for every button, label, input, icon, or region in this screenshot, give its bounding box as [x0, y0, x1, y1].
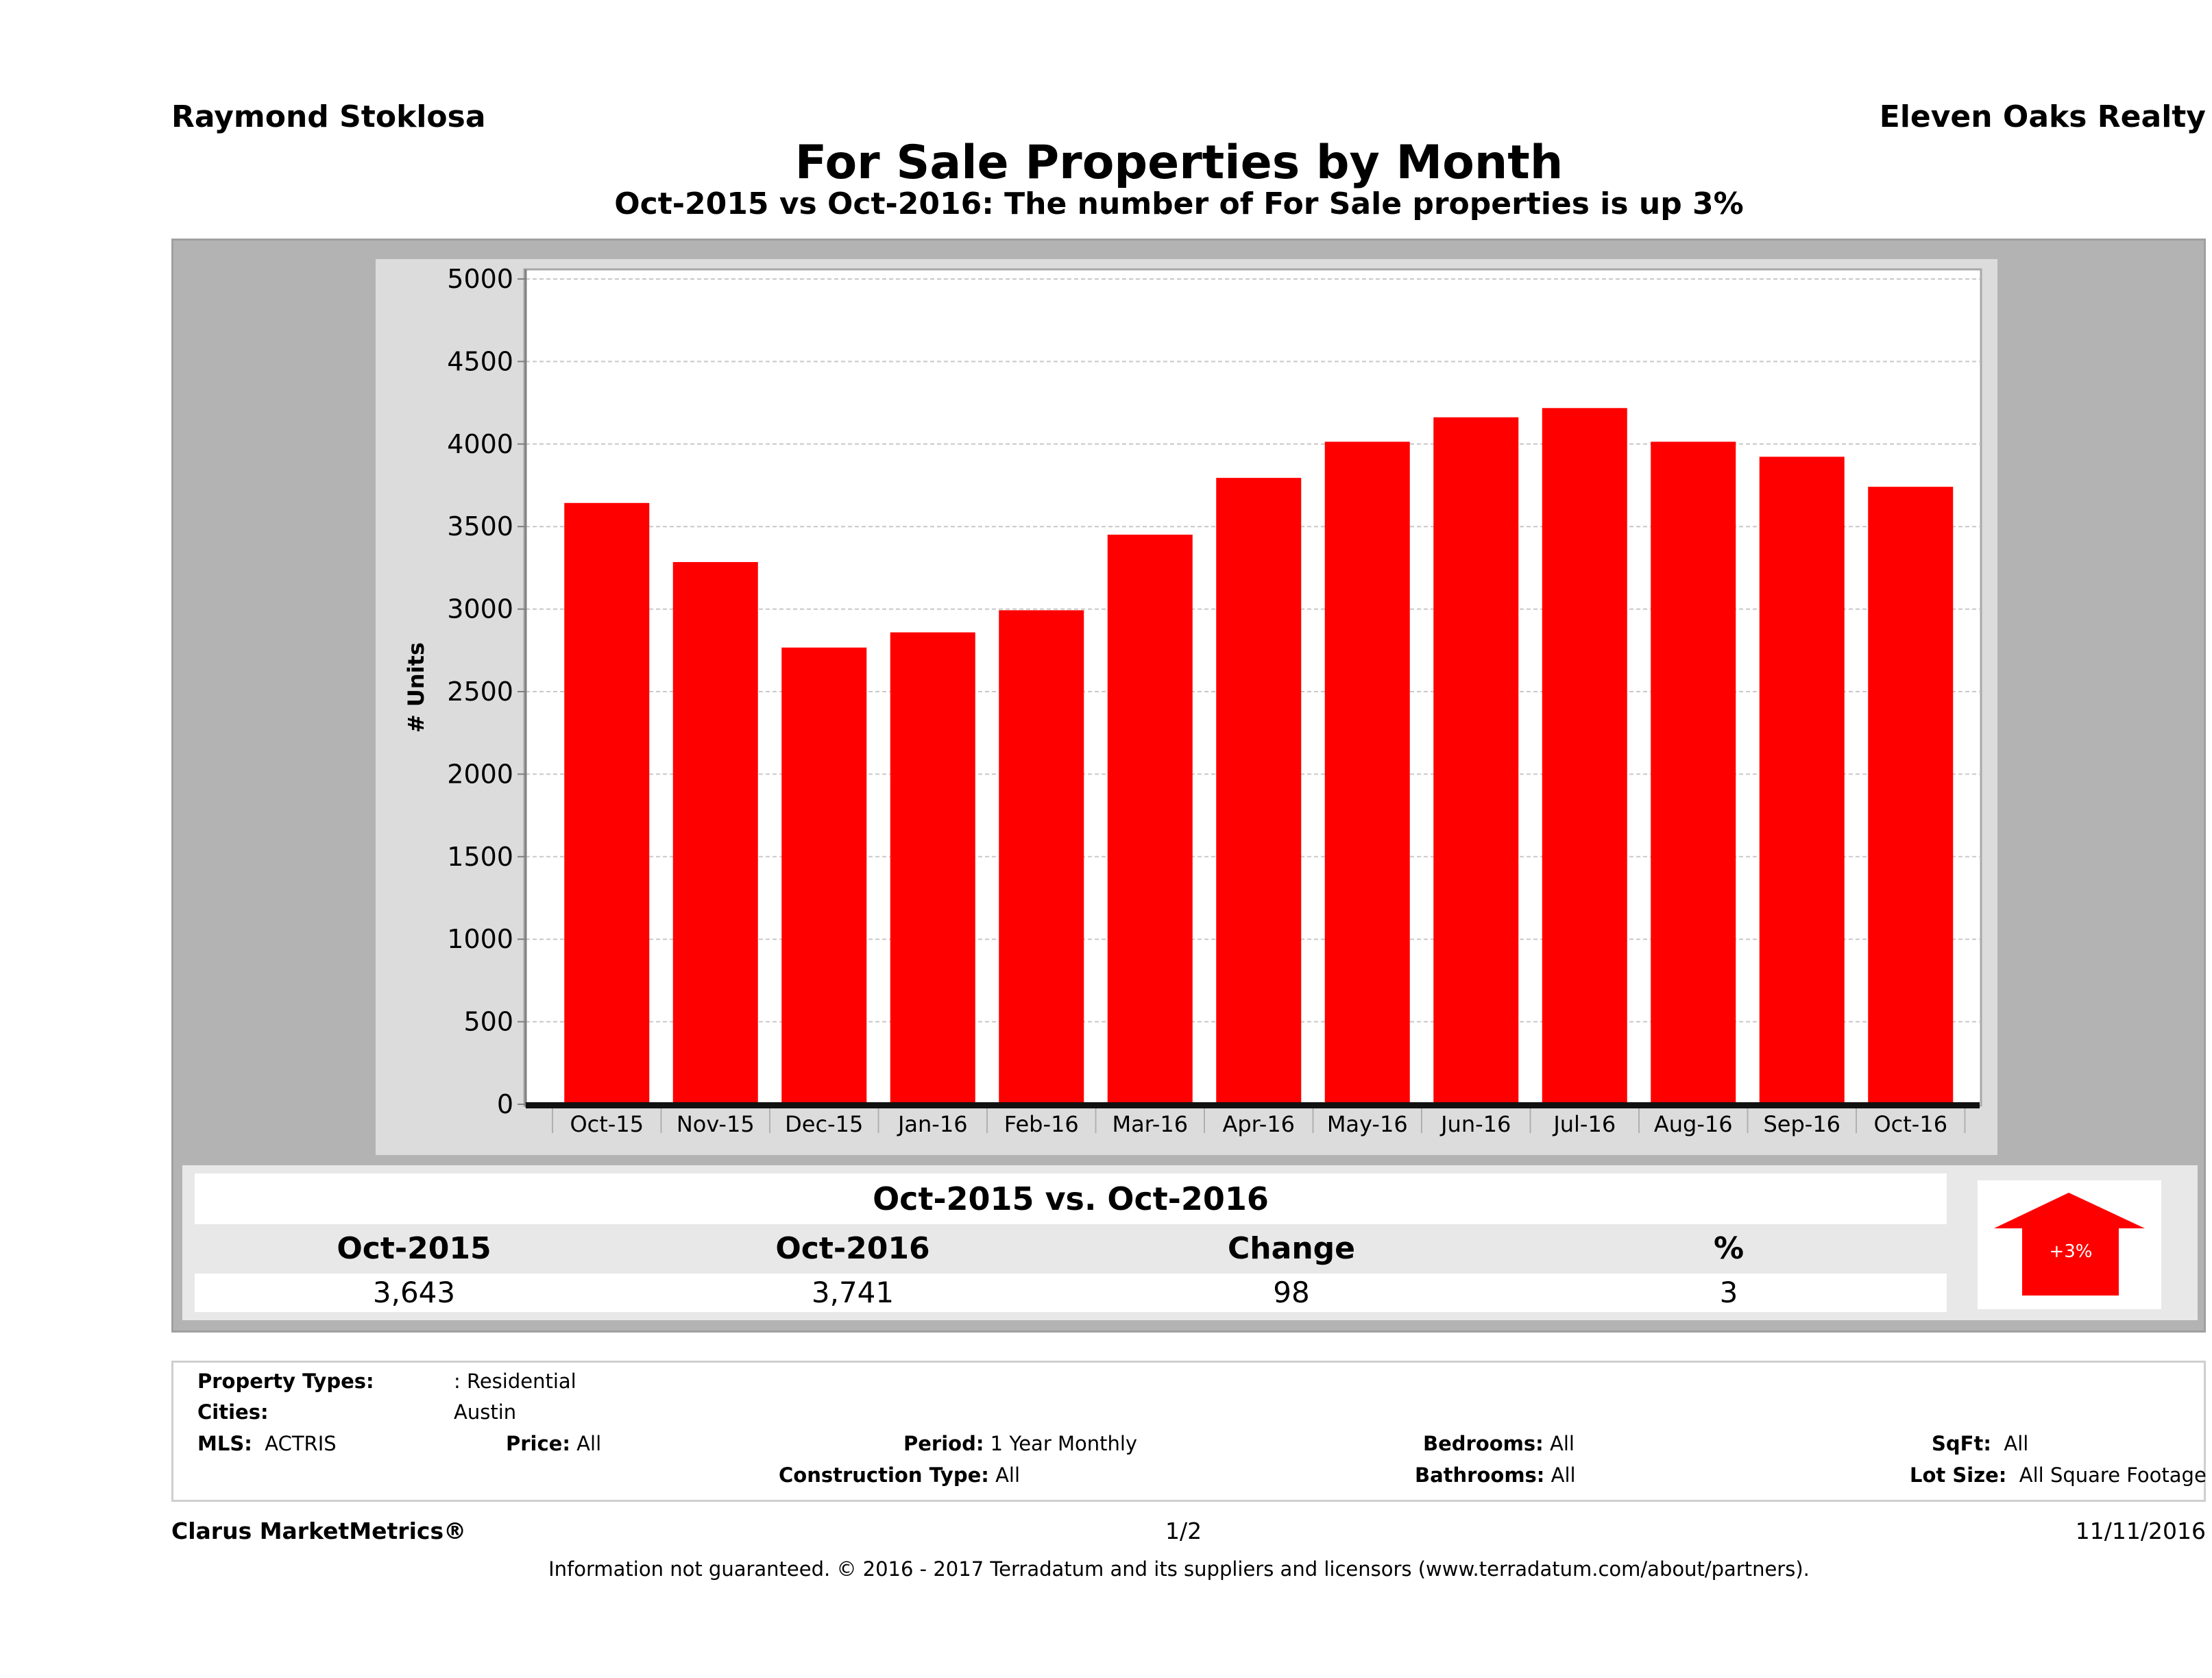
criteria-period-label: Period: [903, 1432, 984, 1455]
agent-name: Raymond Stoklosa [171, 99, 486, 134]
company-name: Eleven Oaks Realty [1879, 99, 2206, 134]
criteria-cities-label: Cities: [197, 1400, 269, 1424]
bar-dec-15 [781, 647, 867, 1104]
criteria-mls: MLS: ACTRIS [197, 1431, 337, 1456]
y-tick-label: 500 [463, 1007, 513, 1037]
report-title: For Sale Properties by Month [794, 136, 1564, 190]
bar-oct-16 [1868, 487, 1954, 1104]
bar-jul-16 [1542, 408, 1627, 1104]
summary-value-row [195, 1274, 1947, 1312]
axes [518, 269, 1980, 1133]
summary-header-oct-2015: Oct-2015 [337, 1231, 491, 1266]
criteria-bathrooms-label: Bathrooms: [1415, 1463, 1545, 1487]
y-tick-label: 3500 [447, 511, 513, 542]
criteria-construction: Construction Type: All [779, 1463, 1020, 1487]
criteria-bathrooms: Bathrooms: All [1415, 1463, 1576, 1487]
criteria-construction-value: All [995, 1463, 1021, 1487]
summary-header-percent: % [1713, 1231, 1745, 1266]
summary-value-change: 98 [1273, 1276, 1310, 1309]
y-tick-label: 2000 [447, 759, 513, 789]
criteria-property-types: Property Types: [197, 1369, 374, 1394]
bar-apr-16 [1216, 478, 1302, 1104]
x-tick-label: Jan-16 [897, 1111, 968, 1137]
criteria-sqft: SqFt: All [1932, 1431, 2028, 1456]
criteria-construction-label: Construction Type: [779, 1463, 989, 1487]
y-tick-label: 3000 [447, 594, 513, 624]
x-tick-label: Sep-16 [1763, 1111, 1840, 1137]
criteria-price: Price: All [506, 1431, 601, 1456]
criteria-bathrooms-value: All [1551, 1463, 1576, 1487]
criteria-mls-label: MLS: [197, 1432, 252, 1455]
bar-aug-16 [1651, 441, 1736, 1104]
y-tick-label: 0 [497, 1089, 513, 1119]
bar-jan-16 [890, 632, 975, 1104]
x-tick-label: Oct-15 [570, 1111, 644, 1137]
report-date: 11/11/2016 [2075, 1518, 2206, 1544]
report-subtitle: Oct-2015 vs Oct-2016: The number of For … [614, 186, 1744, 221]
criteria-lot-size-value: All Square Footage [2019, 1463, 2207, 1487]
x-tick-label: Jun-16 [1439, 1111, 1511, 1137]
x-tick-label: Jul-16 [1552, 1111, 1616, 1137]
criteria-mls-value: ACTRIS [265, 1432, 337, 1455]
bar-feb-16 [999, 610, 1084, 1104]
footer-disclaimer: Information not guaranteed. © 2016 - 201… [548, 1557, 1810, 1581]
y-tick-label: 4500 [447, 346, 513, 376]
y-tick-label: 5000 [447, 264, 513, 294]
x-tick-label: Aug-16 [1654, 1111, 1733, 1137]
bar-mar-16 [1107, 534, 1193, 1104]
criteria-lot-size-label: Lot Size: [1910, 1463, 2007, 1487]
bars [564, 408, 1954, 1104]
criteria-period: Period: 1 Year Monthly [903, 1431, 1137, 1456]
bar-chart: 0 500 1000 1500 2000 2500 3000 3500 4000 4500 5000… [403, 264, 1982, 1137]
summary-value-percent: 3 [1719, 1276, 1738, 1309]
criteria-property-types-label: Property Types: [197, 1370, 374, 1393]
summary-value-oct-2015: 3,643 [372, 1276, 456, 1309]
y-tick-label: 2500 [447, 677, 513, 707]
criteria-box [171, 1361, 2206, 1502]
summary-header-oct-2016: Oct-2016 [775, 1231, 930, 1266]
y-axis-label: # Units [403, 642, 429, 733]
bar-oct-15 [564, 502, 650, 1104]
bar-sep-16 [1759, 457, 1845, 1104]
criteria-bedrooms-label: Bedrooms: [1423, 1432, 1544, 1455]
criteria-cities-value: Austin [454, 1400, 517, 1424]
change-badge-label: +3% [2049, 1241, 2092, 1262]
x-tick-label: Nov-15 [677, 1111, 755, 1137]
criteria-bedrooms-value: All [1549, 1432, 1575, 1455]
y-tick-label: 1500 [447, 842, 513, 872]
criteria-sqft-label: SqFt: [1932, 1432, 1991, 1455]
criteria-property-types-value: : Residential [454, 1370, 576, 1393]
x-tick-label: Apr-16 [1222, 1111, 1295, 1137]
x-axis-line [526, 1102, 1980, 1108]
summary-title: Oct-2015 vs. Oct-2016 [195, 1174, 1947, 1224]
criteria-price-value: All [576, 1432, 602, 1455]
criteria-cities: Cities: [197, 1400, 269, 1424]
x-tick-label: Oct-16 [1873, 1111, 1947, 1137]
page-number: 1/2 [1165, 1518, 1202, 1544]
y-tick-label: 4000 [447, 429, 513, 459]
x-tick-label: Mar-16 [1112, 1111, 1188, 1137]
x-tick-label: May-16 [1327, 1111, 1408, 1137]
bar-may-16 [1324, 441, 1410, 1104]
bar-nov-15 [672, 561, 758, 1104]
up-arrow-icon: +3% [1994, 1193, 2145, 1296]
criteria-bedrooms: Bedrooms: All [1423, 1431, 1575, 1456]
bar-jun-16 [1433, 417, 1519, 1104]
y-tick-labels: 0 500 1000 1500 2000 2500 3000 3500 4000 4500 5000 [447, 264, 513, 1119]
criteria-sqft-value: All [2004, 1432, 2029, 1455]
x-tick-label: Feb-16 [1004, 1111, 1079, 1137]
criteria-period-value: 1 Year Monthly [990, 1432, 1138, 1455]
y-tick-label: 1000 [447, 924, 513, 954]
summary-header-change: Change [1228, 1231, 1355, 1266]
footer-brand: Clarus MarketMetrics® [171, 1518, 467, 1544]
change-badge: +3% [1978, 1180, 2161, 1309]
summary-value-oct-2016: 3,741 [811, 1276, 895, 1309]
criteria-lot-size: Lot Size: All Square Footage [1910, 1463, 2207, 1487]
x-tick-label: Dec-15 [785, 1111, 863, 1137]
x-tick-labels: Oct-15 Nov-15 Dec-15 Jan-16 Feb-16 Mar-16 Apr-… [570, 1111, 1947, 1137]
criteria-price-label: Price: [506, 1432, 570, 1455]
